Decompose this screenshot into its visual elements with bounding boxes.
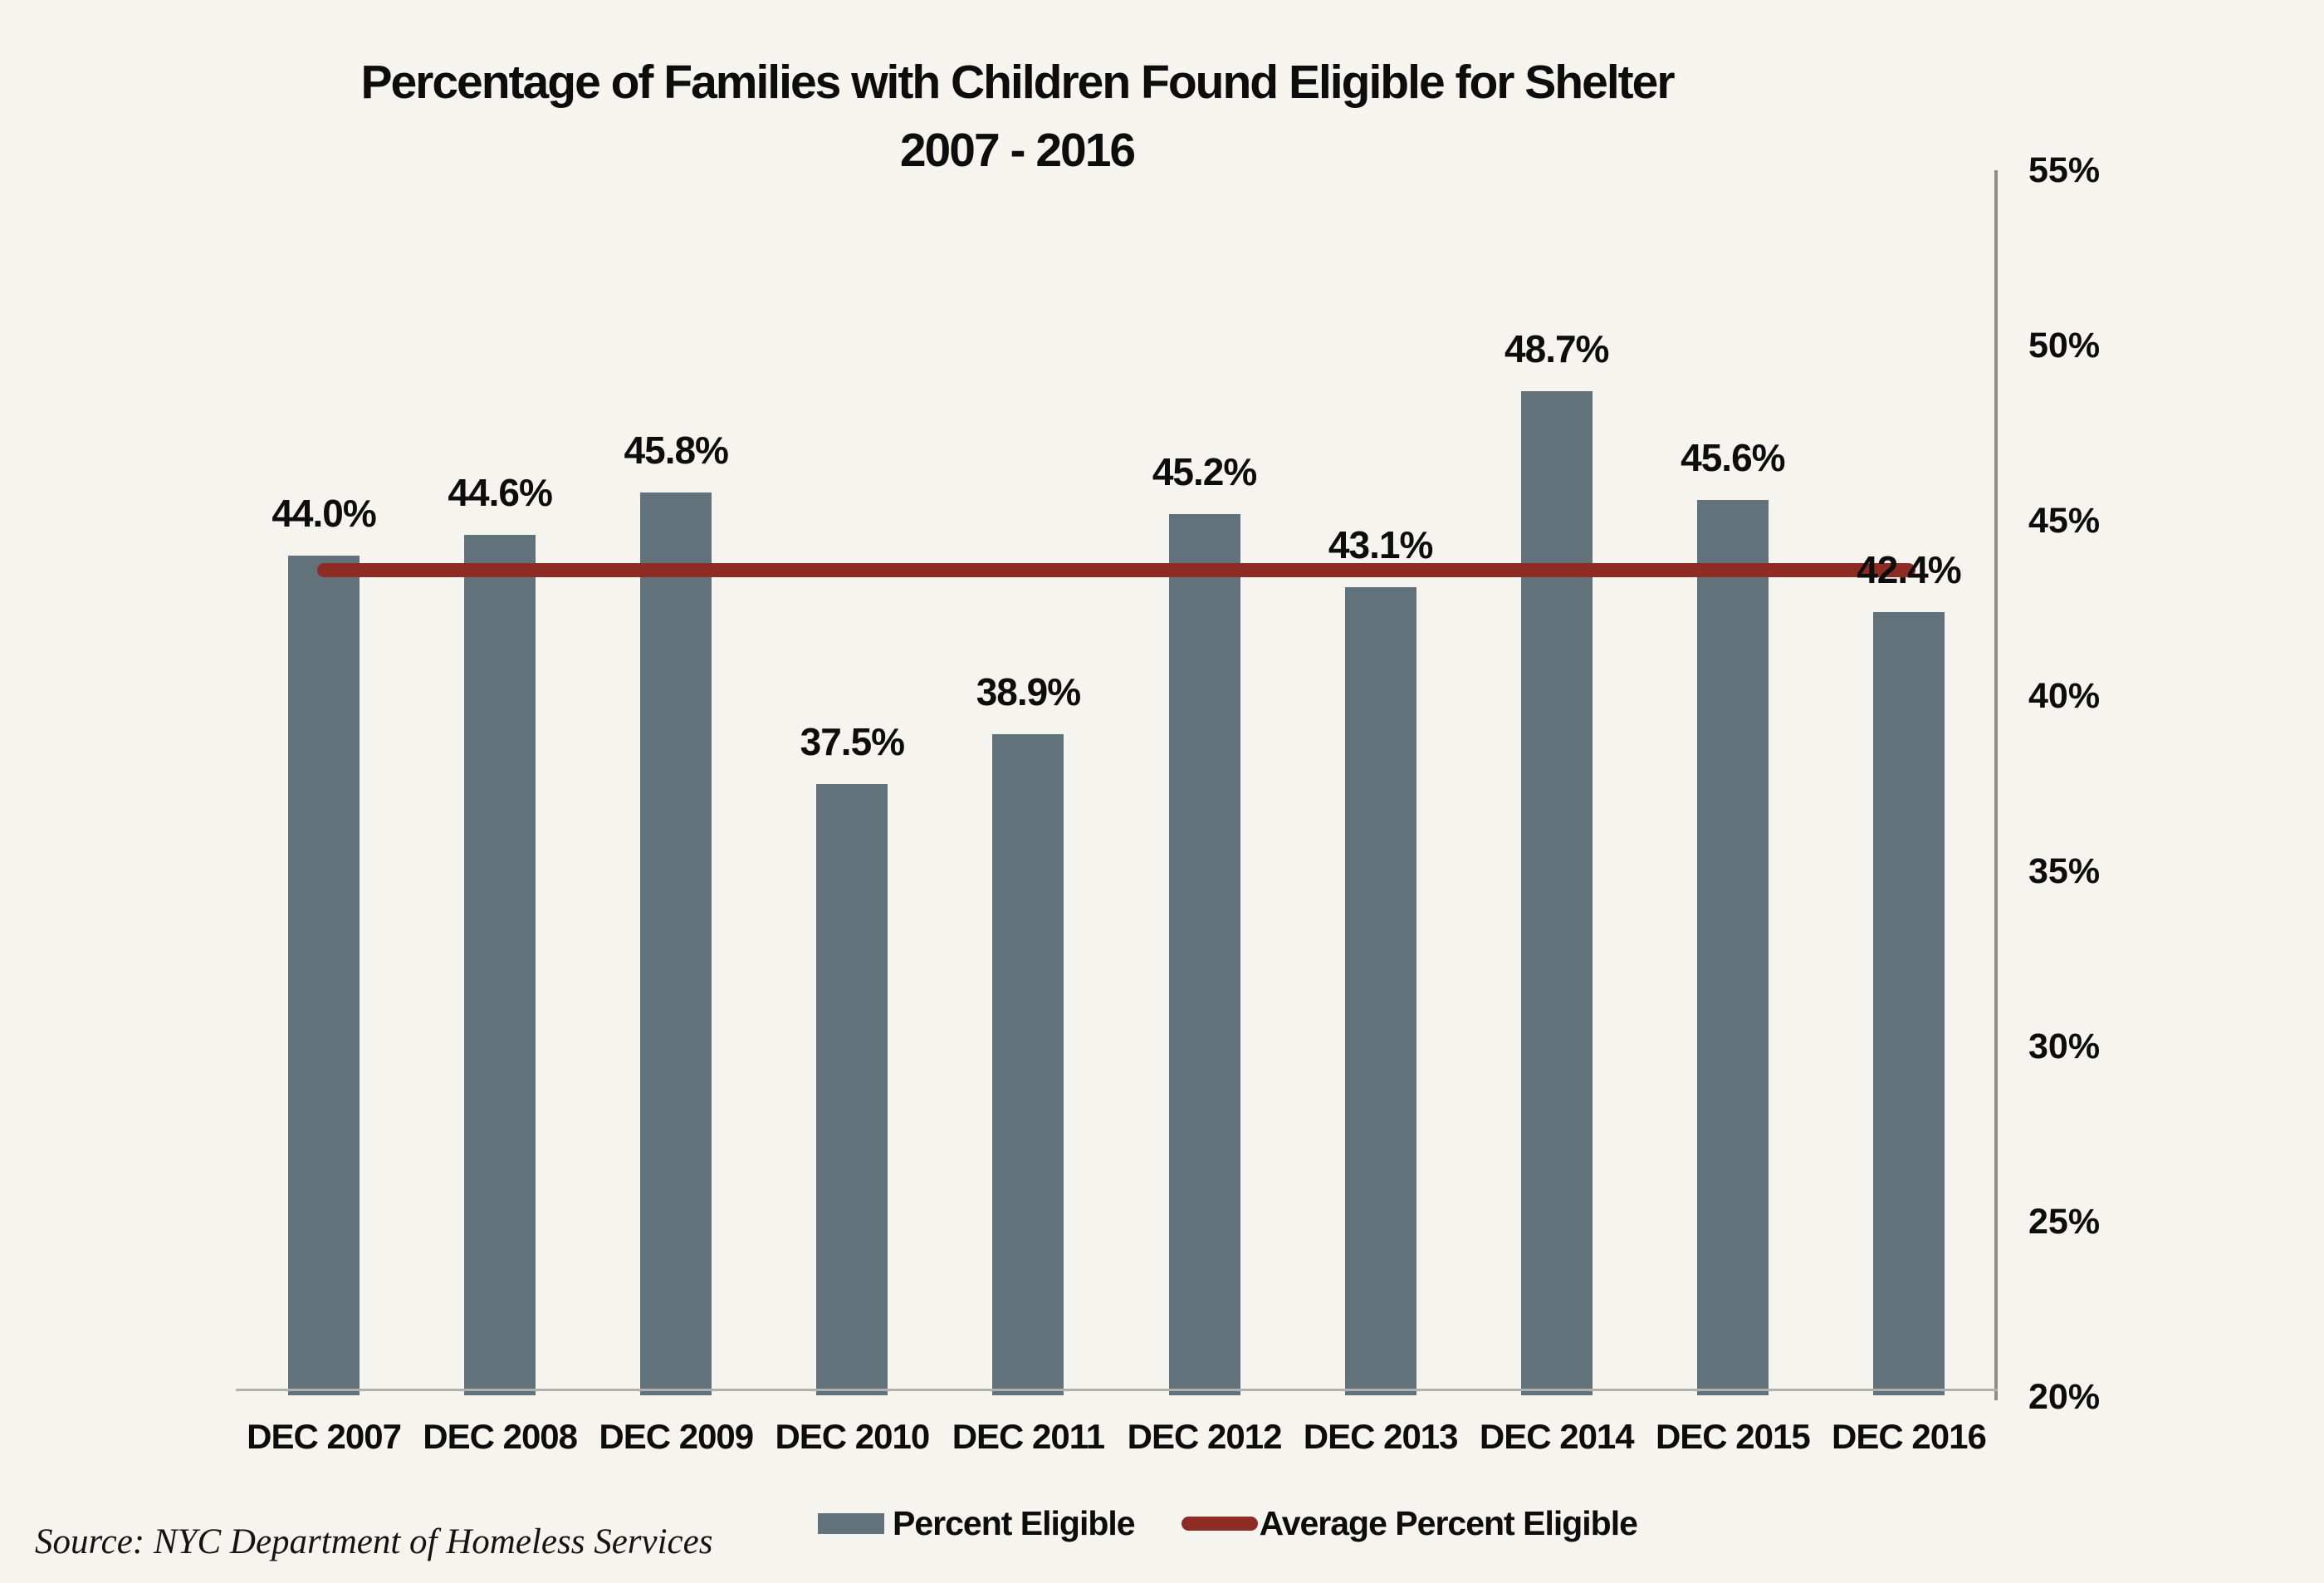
source-note: Source: NYC Department of Homeless Servi… xyxy=(35,1522,713,1561)
bar-dec-2013 xyxy=(1344,587,1416,1395)
bar-value-label: 48.7% xyxy=(1504,326,1609,370)
y-tick-35: 35% xyxy=(2028,851,2101,891)
legend-line-label: Average Percent Eligible xyxy=(1259,1503,1638,1542)
x-tick-dec-2011: DEC 2011 xyxy=(952,1417,1105,1456)
x-tick-dec-2014: DEC 2014 xyxy=(1479,1417,1635,1456)
bar-value-label: 45.8% xyxy=(624,429,729,473)
bar-value-label: 43.1% xyxy=(1328,523,1433,567)
chart-title: Percentage of Families with Children Fou… xyxy=(0,48,2034,184)
y-tick-50: 50% xyxy=(2028,326,2101,365)
bar-value-label: 45.6% xyxy=(1681,435,1785,479)
bar-value-label: 42.4% xyxy=(1857,547,1961,591)
legend-bar-label: Percent Eligible xyxy=(893,1503,1136,1542)
bar-dec-2012 xyxy=(1168,513,1240,1395)
y-axis-line xyxy=(1994,170,1998,1400)
bar-dec-2008 xyxy=(464,534,536,1395)
bar-value-label: 45.2% xyxy=(1152,449,1257,493)
bar-dec-2016 xyxy=(1872,611,1945,1395)
chart-title-line1: Percentage of Families with Children Fou… xyxy=(360,56,1675,109)
legend-line-swatch xyxy=(1181,1516,1258,1531)
y-tick-45: 45% xyxy=(2028,501,2101,541)
x-axis-line xyxy=(236,1389,1998,1391)
y-tick-20: 20% xyxy=(2028,1377,2101,1417)
x-tick-dec-2015: DEC 2015 xyxy=(1655,1417,1811,1456)
bar-value-label: 44.0% xyxy=(272,492,376,536)
y-tick-25: 25% xyxy=(2028,1202,2101,1242)
chart-title-line2: 2007 - 2016 xyxy=(899,124,1136,177)
bar-dec-2009 xyxy=(640,493,712,1395)
bar-value-label: 44.6% xyxy=(448,470,552,514)
y-tick-55: 55% xyxy=(2028,150,2101,190)
bar-dec-2011 xyxy=(992,734,1064,1395)
bar-dec-2007 xyxy=(288,556,360,1395)
bar-value-label: 37.5% xyxy=(800,719,905,763)
legend-bar-swatch xyxy=(818,1512,884,1534)
y-tick-40: 40% xyxy=(2028,676,2101,716)
y-tick-30: 30% xyxy=(2028,1027,2101,1066)
average-percent-line xyxy=(317,563,1915,578)
x-tick-dec-2012: DEC 2012 xyxy=(1127,1417,1283,1456)
bar-dec-2010 xyxy=(816,783,888,1395)
bar-value-label: 38.9% xyxy=(976,670,1081,714)
x-tick-dec-2008: DEC 2008 xyxy=(423,1417,578,1456)
x-tick-dec-2010: DEC 2010 xyxy=(775,1417,930,1456)
bar-dec-2015 xyxy=(1696,499,1769,1395)
bar-dec-2014 xyxy=(1520,390,1593,1395)
legend: Percent Eligible Average Percent Eligibl… xyxy=(818,1500,1638,1546)
x-tick-dec-2013: DEC 2013 xyxy=(1303,1417,1459,1456)
x-tick-dec-2016: DEC 2016 xyxy=(1832,1417,1987,1456)
x-tick-dec-2007: DEC 2007 xyxy=(247,1417,402,1456)
x-tick-dec-2009: DEC 2009 xyxy=(599,1417,754,1456)
